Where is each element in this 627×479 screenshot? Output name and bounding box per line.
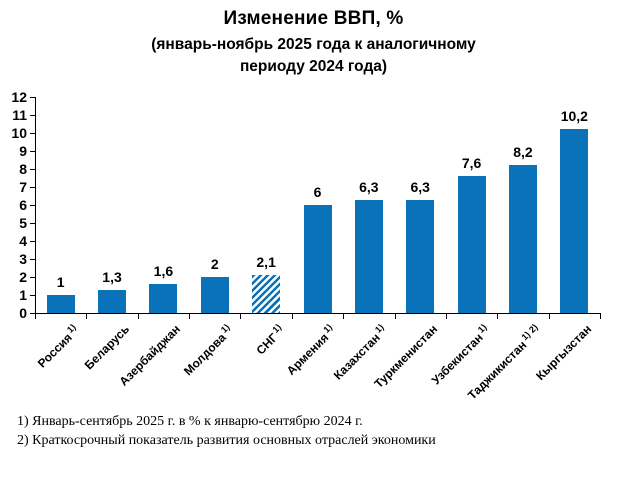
- y-axis-label: 0: [19, 305, 27, 321]
- x-axis-tick: [35, 314, 36, 319]
- bar-value-label: 1: [56, 274, 65, 290]
- x-axis-line: [35, 313, 601, 314]
- chart-title: Изменение ВВП, %: [223, 8, 404, 29]
- y-axis-tick: [30, 115, 35, 116]
- x-category-label: Беларусь: [82, 322, 132, 372]
- bar: [98, 289, 127, 313]
- bar: [457, 176, 486, 313]
- chart-subtitle-line2: периоду 2024 года): [239, 58, 388, 75]
- footnotes: 1) Январь-сентябрь 2025 г. в % к январю-…: [17, 412, 436, 450]
- bar-value-label: 7,6: [461, 155, 482, 172]
- x-axis-tick: [291, 314, 293, 319]
- x-axis-tick: [343, 314, 345, 319]
- chart-subtitle-line1: (январь-ноябрь 2025 года к аналогичному: [151, 36, 476, 53]
- y-axis-label: 11: [12, 107, 27, 123]
- bar-value-label: 1,6: [153, 263, 174, 280]
- y-axis-tick: [30, 169, 35, 170]
- y-axis-line: [35, 97, 36, 313]
- footnote-2: 2) Краткосрочный показатель развития осн…: [17, 433, 436, 448]
- y-axis-label: 2: [19, 269, 27, 285]
- x-category-name: Молдова: [181, 330, 230, 379]
- bar: [149, 284, 178, 313]
- bar-value-label: 6,3: [410, 178, 430, 195]
- bar: [303, 205, 332, 313]
- y-axis-tick: [30, 97, 35, 98]
- bar-value-label: 10,2: [560, 108, 588, 125]
- x-category-label: Молдова1): [180, 322, 236, 378]
- y-axis-tick: [30, 151, 35, 152]
- y-axis-label: 3: [19, 251, 27, 267]
- bar-value-label: 6,3: [359, 178, 379, 195]
- y-axis-label: 5: [19, 215, 27, 231]
- bar: [200, 277, 229, 313]
- x-axis-tick: [240, 314, 242, 319]
- x-category-name: Беларусь: [81, 322, 132, 373]
- footnote-1: 1) Январь-сентябрь 2025 г. в % к январю-…: [17, 414, 363, 429]
- bar: [508, 165, 537, 313]
- x-category-label: Россия1): [33, 322, 82, 371]
- y-axis-label: 1: [19, 287, 27, 303]
- y-axis-tick: [30, 277, 35, 278]
- y-axis-tick: [30, 133, 35, 134]
- x-axis-tick: [600, 314, 601, 319]
- bar-value-label: 2: [210, 256, 219, 272]
- y-axis-label: 10: [11, 125, 27, 141]
- bar: [46, 295, 75, 313]
- bar-value-label: 6: [313, 184, 322, 200]
- x-category-label: СНГ1): [252, 322, 287, 357]
- y-axis-tick: [30, 313, 35, 314]
- bar-value-label: 8,2: [513, 144, 533, 161]
- x-axis-tick: [189, 314, 191, 319]
- bar: [560, 129, 589, 313]
- x-axis-tick: [497, 314, 499, 319]
- y-axis-tick: [30, 187, 35, 188]
- x-axis-tick: [394, 314, 396, 319]
- y-axis-tick: [30, 259, 35, 260]
- x-axis-tick: [548, 314, 550, 319]
- bar-value-label: 2,1: [256, 254, 276, 271]
- x-axis-tick: [445, 314, 447, 319]
- y-axis-label: 9: [19, 143, 27, 159]
- y-axis-tick: [30, 295, 35, 296]
- bar-value-label: 1,3: [102, 268, 122, 285]
- bar: [406, 199, 435, 313]
- y-axis-label: 6: [19, 197, 27, 213]
- x-category-name: Армения: [284, 330, 332, 378]
- x-category-name: Россия: [34, 330, 75, 371]
- y-axis-label: 12: [11, 89, 27, 105]
- x-category-name: Казахстан: [331, 330, 384, 383]
- category-footnote-mark: 1) 2): [519, 322, 541, 343]
- bar: [354, 199, 383, 313]
- y-axis-tick: [30, 223, 35, 224]
- bar: [252, 275, 281, 313]
- y-axis-label: 8: [19, 161, 27, 177]
- x-axis-tick: [86, 314, 88, 319]
- x-axis-tick: [137, 314, 139, 319]
- y-axis-tick: [30, 205, 35, 206]
- y-axis-label: 4: [19, 233, 27, 249]
- y-axis-label: 7: [19, 179, 27, 195]
- y-axis-tick: [30, 241, 35, 242]
